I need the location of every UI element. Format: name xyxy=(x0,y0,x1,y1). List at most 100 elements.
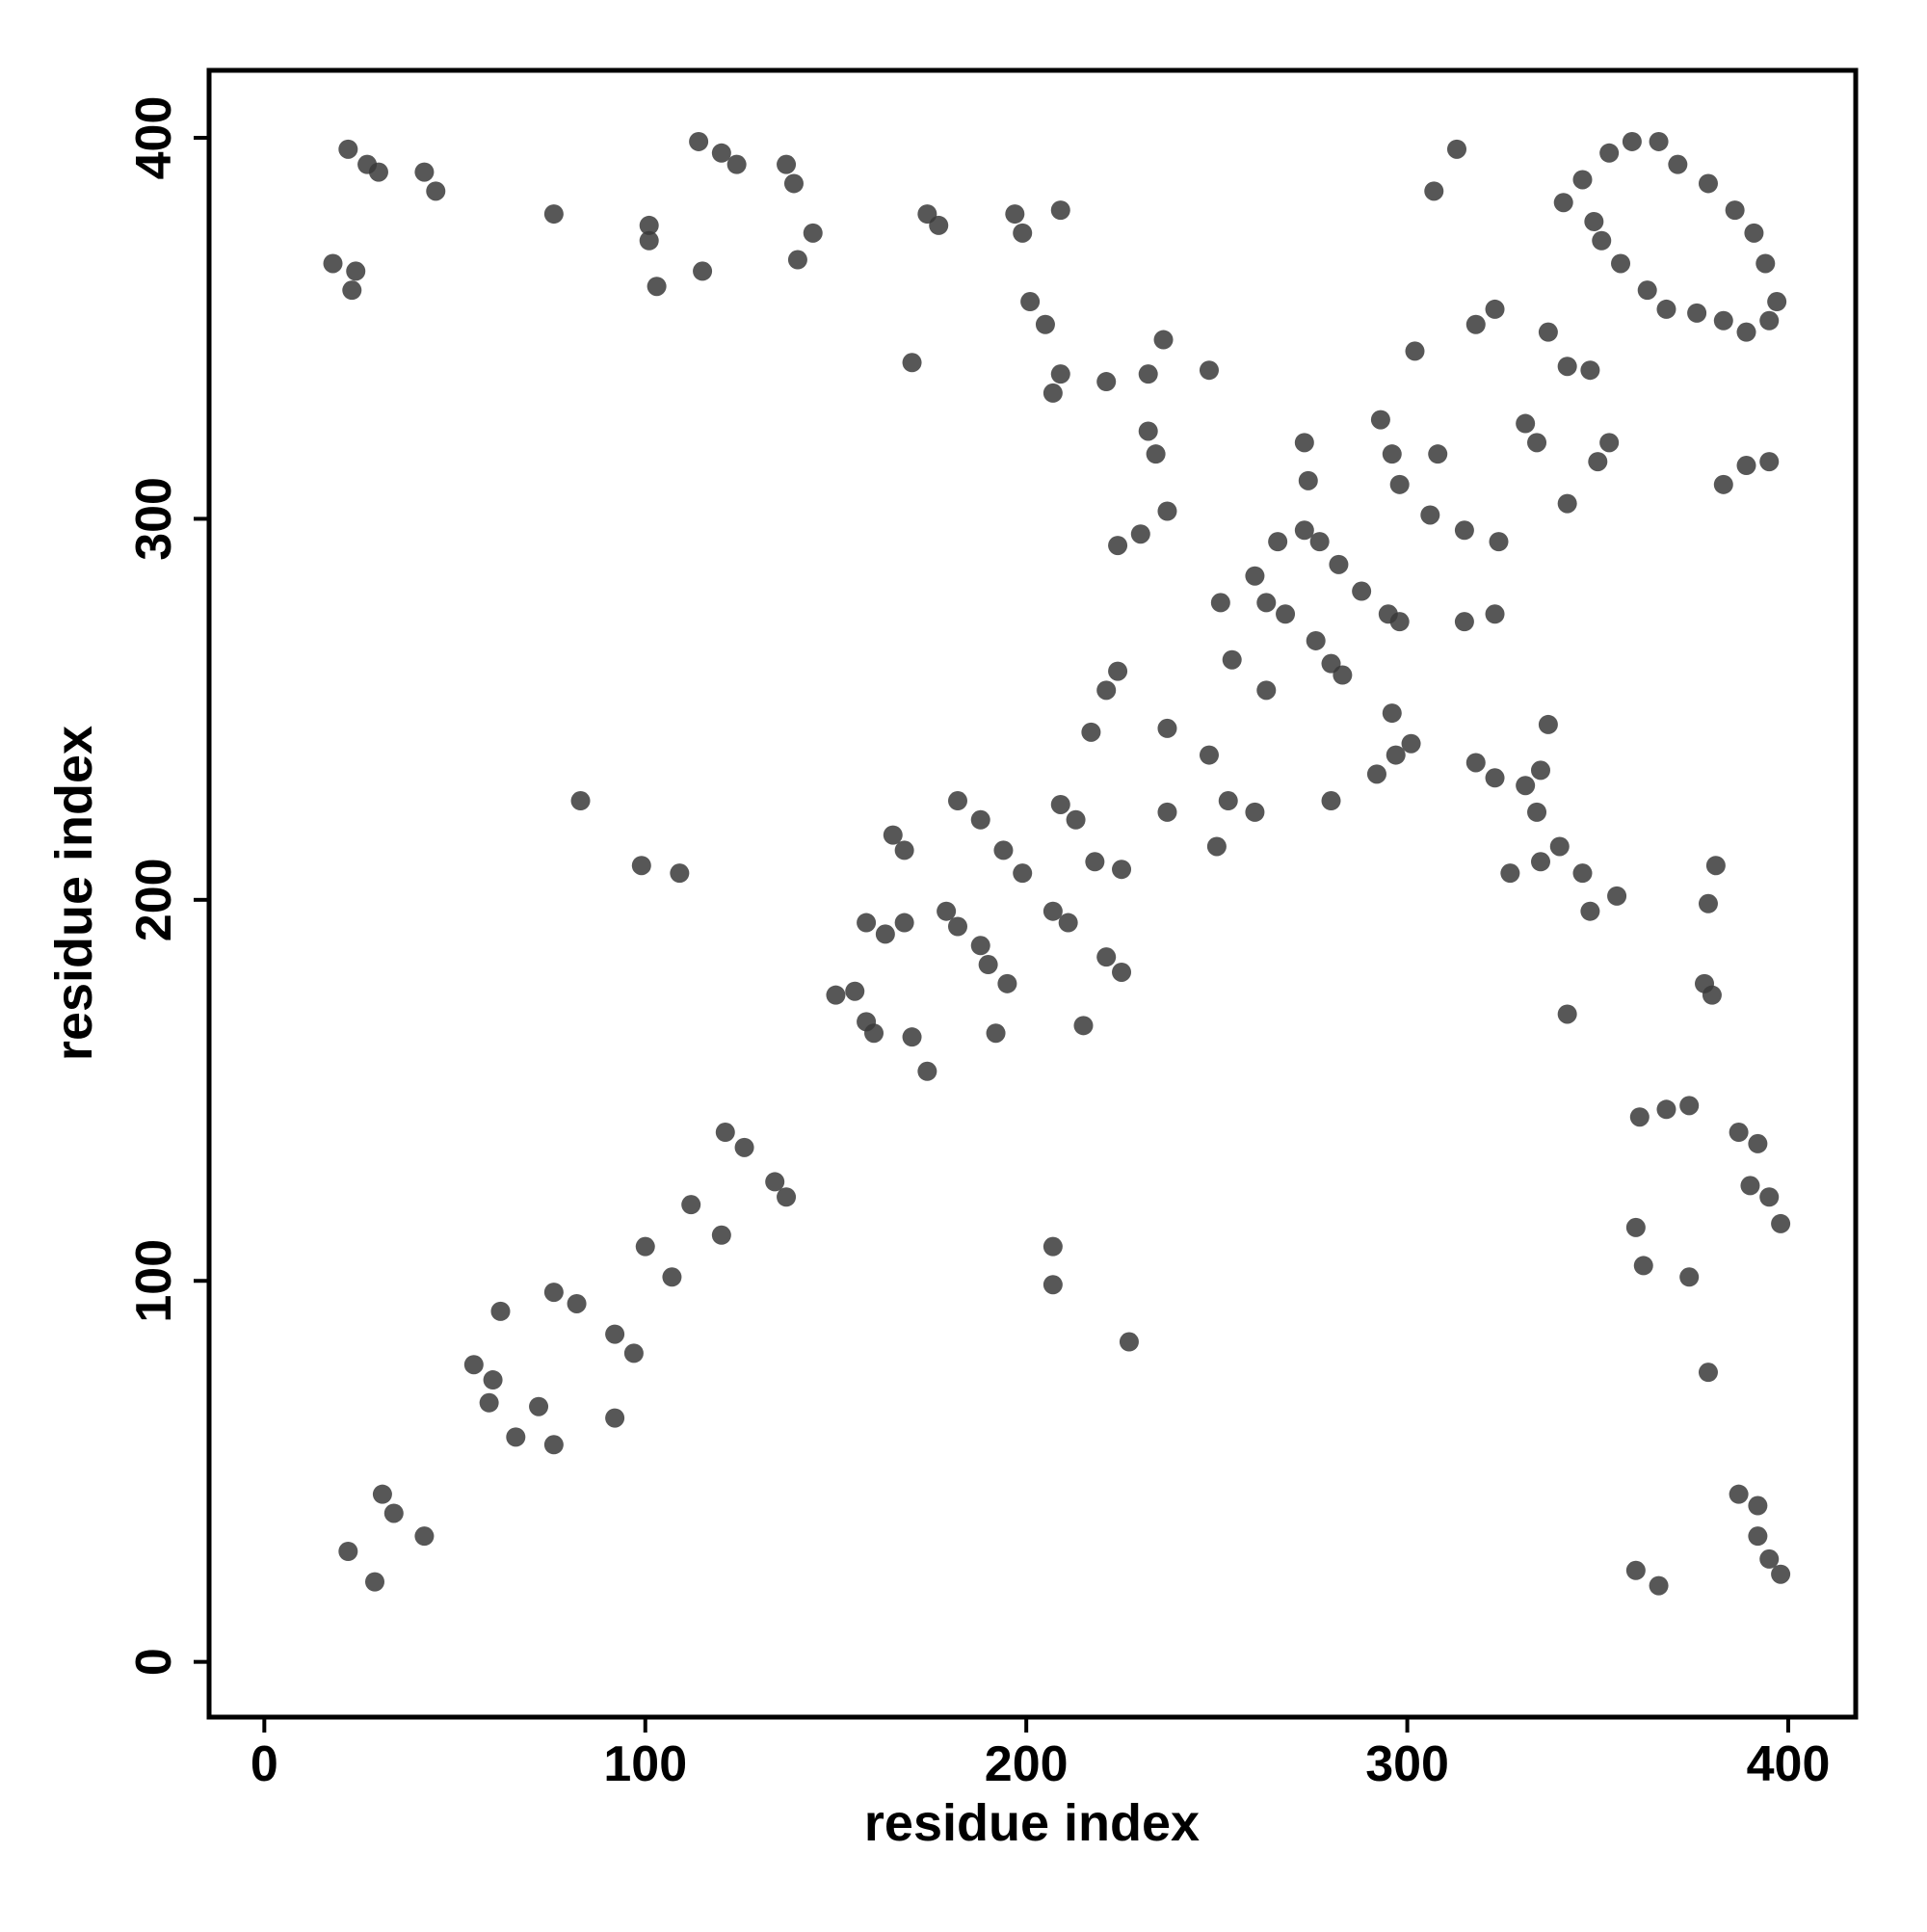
point xyxy=(506,1427,526,1447)
point xyxy=(479,1392,499,1413)
point xyxy=(1599,433,1620,453)
point xyxy=(1366,764,1386,784)
point xyxy=(777,154,797,174)
point xyxy=(635,1236,655,1257)
point xyxy=(647,277,667,297)
point xyxy=(1424,181,1444,201)
point xyxy=(1153,330,1174,350)
point xyxy=(1485,299,1505,319)
point xyxy=(993,840,1014,860)
point xyxy=(1043,1275,1063,1295)
point xyxy=(605,1408,625,1428)
point xyxy=(1058,913,1078,933)
point xyxy=(1687,303,1707,323)
point xyxy=(1549,836,1570,857)
point xyxy=(1108,536,1128,556)
point xyxy=(1736,456,1756,476)
point xyxy=(902,1027,922,1047)
point xyxy=(1405,341,1425,361)
point xyxy=(1108,661,1128,681)
point xyxy=(1530,852,1550,872)
x-tick-label: 300 xyxy=(1365,1736,1449,1792)
point xyxy=(1309,532,1330,552)
point xyxy=(1138,364,1158,384)
y-tick-label: 400 xyxy=(126,96,182,180)
x-axis-label: residue index xyxy=(864,1794,1200,1852)
point xyxy=(543,1283,564,1303)
point xyxy=(1580,360,1600,381)
point xyxy=(414,162,435,182)
point xyxy=(1050,364,1070,384)
point xyxy=(917,1061,937,1081)
point xyxy=(1679,1267,1700,1287)
point xyxy=(929,215,949,235)
point xyxy=(1572,170,1593,190)
point xyxy=(1698,893,1718,913)
point xyxy=(1516,413,1536,434)
point xyxy=(1759,1548,1780,1569)
y-tick-label: 300 xyxy=(126,477,182,561)
point xyxy=(875,924,895,944)
point xyxy=(483,1370,503,1390)
point xyxy=(1698,1363,1718,1383)
point xyxy=(426,181,446,201)
point xyxy=(1245,566,1265,586)
point xyxy=(1020,292,1041,312)
point xyxy=(1557,1004,1577,1024)
point xyxy=(1370,410,1390,430)
point xyxy=(1748,1133,1768,1153)
point xyxy=(1629,1107,1650,1127)
point xyxy=(1268,532,1288,552)
point xyxy=(1073,1016,1094,1036)
point xyxy=(662,1267,682,1287)
point xyxy=(1637,280,1657,301)
point xyxy=(1489,532,1509,552)
point xyxy=(1428,444,1448,464)
point xyxy=(1599,143,1620,163)
point xyxy=(414,1526,435,1547)
point xyxy=(1527,433,1547,453)
point xyxy=(368,162,388,182)
point xyxy=(1043,901,1063,921)
x-tick-label: 400 xyxy=(1747,1736,1831,1792)
point xyxy=(1386,745,1406,765)
point xyxy=(570,791,591,811)
point xyxy=(711,143,731,163)
point xyxy=(1389,474,1410,494)
point xyxy=(1748,1526,1768,1547)
point xyxy=(1333,665,1353,685)
point xyxy=(803,223,823,243)
point xyxy=(1725,200,1745,221)
point xyxy=(1592,230,1612,251)
point xyxy=(543,204,564,225)
point xyxy=(1656,1099,1676,1120)
point xyxy=(1401,733,1421,754)
point xyxy=(681,1195,701,1215)
point xyxy=(1256,680,1277,701)
point xyxy=(1767,292,1787,312)
point xyxy=(1382,703,1402,724)
x-tick-label: 200 xyxy=(985,1736,1069,1792)
point xyxy=(543,1435,564,1455)
point xyxy=(338,1541,358,1561)
point xyxy=(605,1324,625,1344)
point xyxy=(1294,520,1314,541)
point xyxy=(1389,612,1410,632)
point xyxy=(1572,863,1593,884)
point xyxy=(693,261,713,281)
point xyxy=(1130,524,1150,544)
point xyxy=(1698,173,1718,194)
x-tick-label: 0 xyxy=(251,1736,278,1792)
point xyxy=(463,1355,484,1375)
point xyxy=(947,791,967,811)
point xyxy=(1352,581,1372,601)
plot-frame xyxy=(206,67,1859,1720)
point xyxy=(1702,985,1722,1005)
point xyxy=(1557,493,1577,514)
point xyxy=(1705,856,1726,876)
point xyxy=(1050,794,1070,814)
point xyxy=(715,1123,735,1143)
point xyxy=(1276,604,1296,624)
point xyxy=(1465,314,1486,334)
point xyxy=(1454,520,1474,541)
